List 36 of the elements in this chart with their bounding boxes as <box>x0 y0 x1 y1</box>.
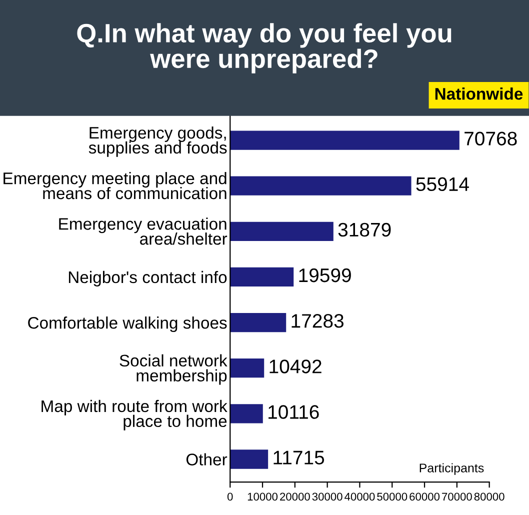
x-axis-title: Participants <box>420 463 484 475</box>
data-label: 55914 <box>416 177 469 192</box>
chart-subtitle: Nationwide <box>435 88 523 100</box>
bar <box>230 404 263 424</box>
x-tick-label: 10000 <box>248 492 278 501</box>
y-tick-label: Emergency goods, supplies and foods <box>88 126 227 157</box>
y-tick-label: Emergency evacuation area/shelter <box>59 218 228 245</box>
y-tick-label: Emergency meeting place and means of communication <box>4 172 226 200</box>
x-tick-label: 0 <box>227 492 233 501</box>
x-tick-label: 50000 <box>377 492 408 501</box>
y-tick-label: Comfortable walking shoes <box>28 316 227 332</box>
bar <box>230 176 412 196</box>
chart-title: Q.In what way do you feel you were unprepared? <box>77 23 452 74</box>
x-tick-label: 70000 <box>442 492 472 501</box>
bar <box>230 312 286 332</box>
bar <box>230 130 460 150</box>
x-tick-label: 60000 <box>410 492 440 501</box>
bar <box>230 358 264 378</box>
y-tick-label: Neigbor's contact info <box>68 270 227 286</box>
data-label: 10116 <box>268 405 319 419</box>
x-tick-label: 30000 <box>312 492 342 501</box>
data-label: 70768 <box>464 132 517 146</box>
bar <box>230 267 294 287</box>
bar <box>230 222 334 241</box>
data-label: 19599 <box>299 268 351 282</box>
data-label: 31879 <box>338 222 391 237</box>
x-tick-label: 40000 <box>344 492 375 501</box>
data-label: 11715 <box>274 450 324 464</box>
x-tick-label: 20000 <box>280 492 310 501</box>
y-tick-label: Other <box>186 453 228 466</box>
data-label: 10492 <box>270 360 322 374</box>
y-tick-label: Social network membership <box>120 354 228 385</box>
x-tick-label: 80000 <box>474 492 504 501</box>
bar <box>230 450 268 469</box>
y-tick-label: Map with route from work place to home <box>42 400 228 430</box>
data-label: 17283 <box>292 314 344 328</box>
